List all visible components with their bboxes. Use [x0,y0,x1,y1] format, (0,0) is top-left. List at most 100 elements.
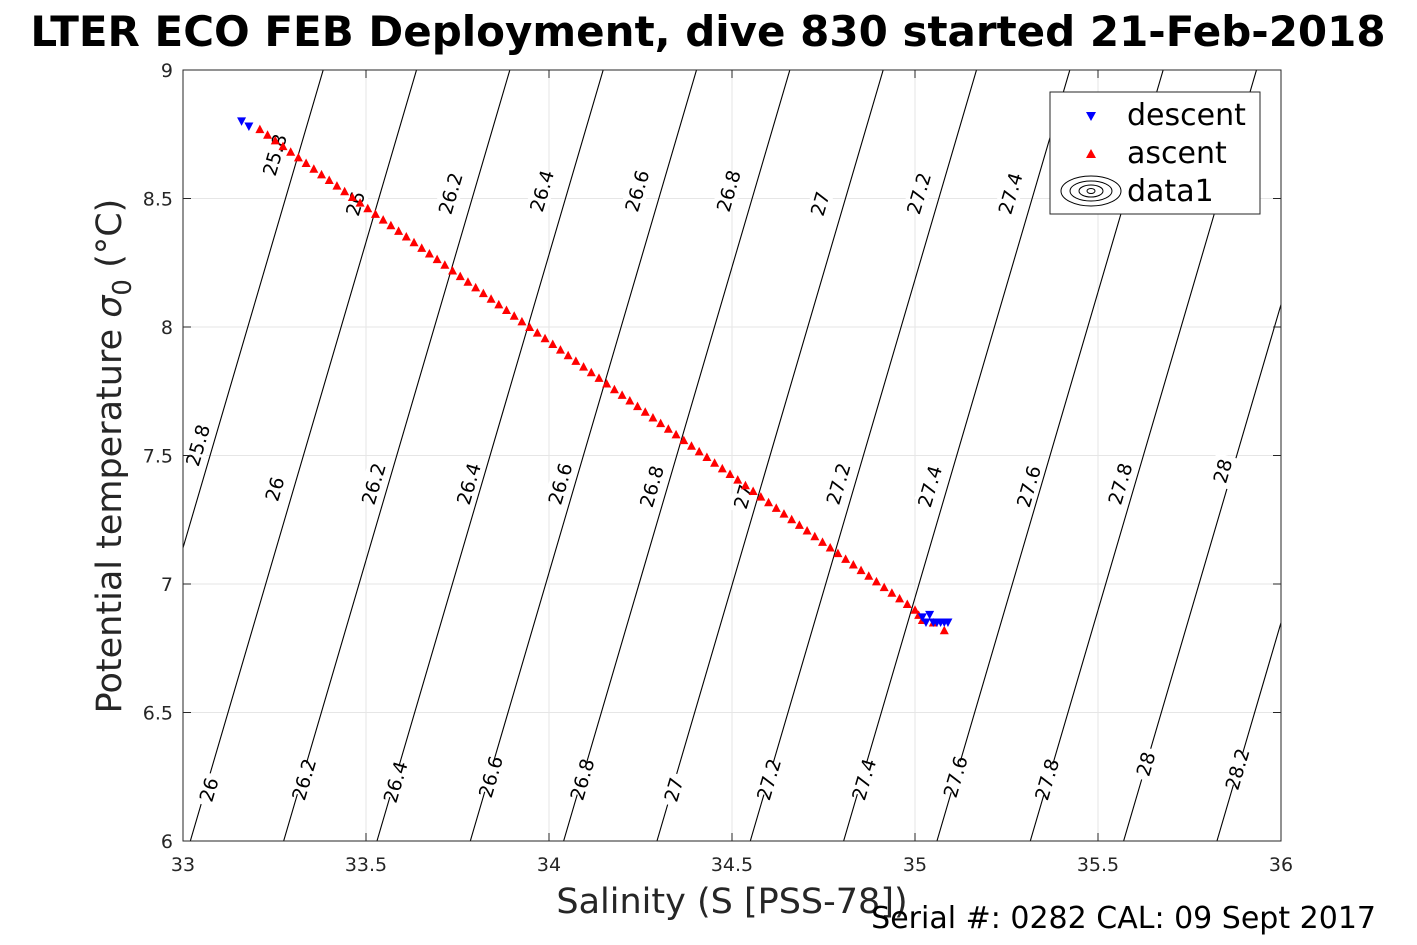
contour-label-bg [453,465,484,503]
ascent-point [625,396,635,405]
contour-label-bg [259,470,290,508]
ascent-point [902,599,912,609]
ascent-point [640,407,650,416]
x-tick-label: 33 [171,854,195,876]
ascent-point [440,260,450,269]
contour-label-bg [1130,745,1161,783]
y-tick-label: 8.5 [143,189,173,211]
y-tick-label: 8 [161,317,173,339]
serial-cal-footer: Serial #: 0282 CAL: 09 Sept 2017 [871,901,1376,936]
x-tick-label: 34.5 [711,854,753,876]
ascent-point [679,435,689,445]
ascent-point [887,588,897,597]
contour-label-bg [193,771,224,809]
contour-label-bg [753,760,784,798]
ascent-point [810,531,820,541]
contour-label-bg [903,174,934,212]
ascent-point [756,492,766,501]
legend-box [1049,91,1261,215]
ascent-point [463,277,473,286]
contour-label-bg [435,174,466,212]
legend-descent-label: descent [1127,98,1246,133]
y-tick-label: 9 [161,60,173,82]
ascent-point [270,135,280,145]
ascent-point [686,441,696,450]
ascent-point [363,203,373,213]
isopycnal-line [1216,620,1281,841]
contour-label-bg [1031,760,1062,798]
y-axis-label: Potential temperature σ0 (°C) [90,199,138,714]
contour-label-bg [636,467,667,505]
descent-point [925,610,935,620]
ascent-point [263,130,273,139]
y-axis-label-subscript: 0 [108,279,138,296]
ascent-point [394,226,404,235]
ascent-point [717,463,727,473]
ascent-point [340,186,350,196]
contour-label-bg [544,465,576,503]
contour-label-bg [475,758,506,796]
descent-point [237,117,247,126]
y-axis-label-main: Potential temperature [90,318,130,714]
ascent-point [417,243,427,252]
isopycnal-line [283,70,511,841]
isopycnal-line [183,70,324,550]
ascent-point [841,554,851,563]
contour-label-bg [914,467,945,505]
ascent-point [586,367,596,377]
ascent-point [540,333,550,343]
ascent-point [848,559,858,569]
descent-series [237,117,953,628]
legend-ascent-marker [1086,149,1096,158]
ascent-point [317,169,327,179]
legend-contour-icon [1060,175,1122,207]
contour-label-bg [727,478,759,516]
legend: descent ascent data1 [1049,91,1261,215]
ascent-point [617,390,627,399]
ascent-point [764,497,774,507]
isopycnal-line [656,70,884,841]
descent-point [917,613,927,622]
ascent-point [864,571,874,580]
ascent-point [694,446,704,456]
ascent-point [309,164,319,173]
ascent-point [633,401,643,411]
contour-label-bg [995,174,1026,212]
x-tick-label: 35 [903,854,927,876]
legend-ascent-label: ascent [1127,136,1227,171]
ascent-point [794,520,804,529]
ascent-point [386,220,396,230]
ascent-point [525,322,535,331]
ascent-point [301,158,311,168]
y-tick-label: 6 [161,831,173,853]
ascent-point [509,311,519,320]
y-tick-label: 7 [161,574,173,596]
ascent-point [579,362,589,371]
x-axis-ticks: 33 33.5 34 34.5 35 35.5 36 [171,70,1293,876]
contour-label-bg [526,172,557,210]
ascent-point [478,288,488,298]
descent-point [244,122,254,132]
y-tick-label: 7.5 [143,446,173,468]
contour-label-bg [940,758,971,796]
descent-point [921,618,931,628]
ascent-point [448,265,458,275]
chart-title: LTER ECO FEB Deployment, dive 830 starte… [30,7,1385,56]
x-tick-label: 33.5 [345,854,387,876]
ascent-point [347,192,357,201]
x-tick-label: 35.5 [1077,854,1119,876]
ascent-point [648,412,658,422]
ascent-point [833,548,843,558]
ascent-point [671,429,681,439]
x-axis-label: Salinity (S [PSS-78]) [556,882,907,922]
ascent-point [818,537,828,546]
contour-label-bg [288,760,319,798]
isopycnal-line [749,70,978,841]
y-axis-label-unit: (°C) [90,199,130,279]
ascent-point [332,181,342,190]
ascent-point [602,379,612,388]
contour-label-bg [566,760,597,798]
contour-label-bg [1104,465,1136,503]
ascent-point [871,576,881,586]
